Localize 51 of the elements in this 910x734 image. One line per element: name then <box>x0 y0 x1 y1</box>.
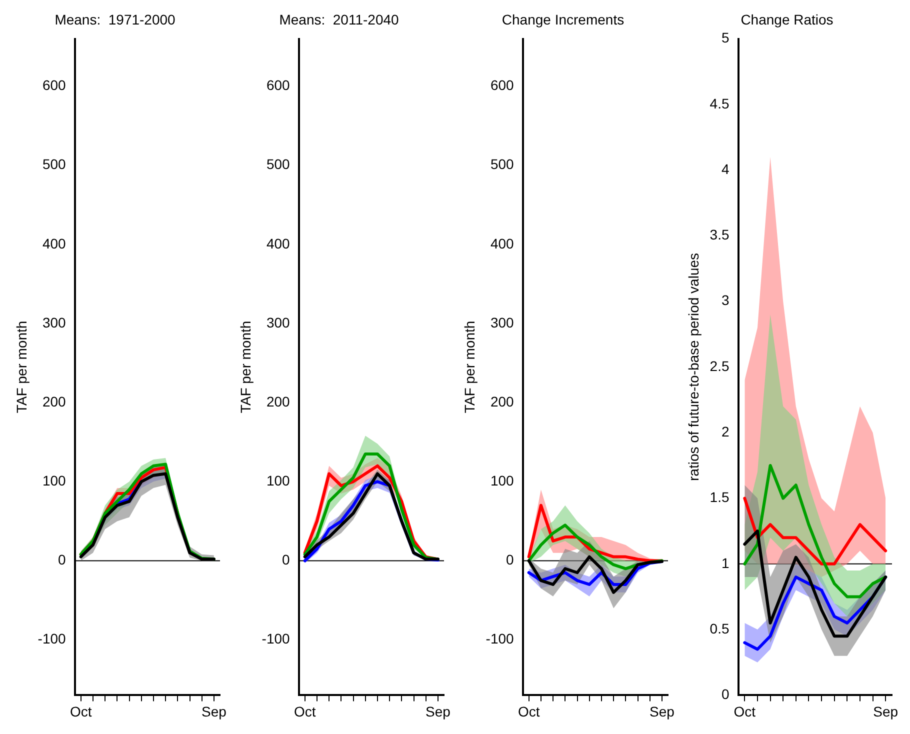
y-tick-label: 400 <box>490 235 514 252</box>
y-tick-label: 200 <box>42 393 66 410</box>
y-tick-label: 500 <box>490 156 514 172</box>
x-tick-label: Oct <box>734 703 756 720</box>
y-tick-label: 100 <box>42 472 66 489</box>
y-tick-label: 3 <box>721 292 730 308</box>
chart-title: Change Ratios <box>740 11 834 28</box>
y-axis-title: TAF per month <box>461 320 478 414</box>
y-tick-label: 2.5 <box>710 358 730 374</box>
y-tick-label: 600 <box>266 77 290 94</box>
chart-title: Means: 2011-2040 <box>279 11 400 28</box>
y-tick-label: 4.5 <box>710 95 730 112</box>
y-axis-title: TAF per month <box>13 320 30 414</box>
y-tick-label: -100 <box>486 630 514 647</box>
y-tick-label: 600 <box>42 77 66 94</box>
y-tick-label: 500 <box>266 156 290 172</box>
x-tick-label: Oct <box>518 703 540 720</box>
y-tick-label: 3.5 <box>710 226 730 243</box>
x-tick-label: Oct <box>70 703 92 720</box>
y-tick-label: 0 <box>506 552 514 568</box>
y-tick-label: 300 <box>42 314 66 330</box>
x-tick-label: Oct <box>294 703 316 720</box>
y-tick-label: 0 <box>282 552 290 568</box>
chart-title: Change Increments <box>502 11 624 28</box>
y-tick-label: 100 <box>266 472 290 489</box>
y-tick-label: 2 <box>721 424 730 440</box>
y-tick-label: 200 <box>490 393 514 410</box>
y-tick-label: 400 <box>266 235 290 252</box>
y-tick-label: 5 <box>721 30 730 46</box>
y-tick-label: 4 <box>721 160 730 177</box>
y-tick-label: 1.5 <box>710 489 730 506</box>
y-tick-label: 200 <box>266 393 290 410</box>
y-tick-label: 100 <box>490 472 514 489</box>
x-tick-label: Sep <box>201 703 227 720</box>
y-tick-label: 300 <box>266 314 290 330</box>
x-tick-label: Sep <box>873 703 898 720</box>
y-tick-label: -100 <box>38 630 66 647</box>
chart-title: Means: 1971-2000 <box>54 11 176 28</box>
y-tick-label: 600 <box>490 77 514 94</box>
y-tick-label: 400 <box>42 235 66 252</box>
y-tick-label: 300 <box>490 314 514 330</box>
y-tick-label: 500 <box>42 156 66 172</box>
y-tick-label: 0 <box>58 552 66 568</box>
y-tick-label: 0 <box>721 686 730 702</box>
x-tick-label: Sep <box>425 703 451 720</box>
y-tick-label: -100 <box>262 630 290 647</box>
y-tick-label: 1 <box>721 554 730 571</box>
y-axis-title: ratios of future-to-base period values <box>685 252 702 482</box>
y-axis-title: TAF per month <box>237 320 254 414</box>
y-tick-label: 0.5 <box>710 620 730 636</box>
x-tick-label: Sep <box>649 703 675 720</box>
